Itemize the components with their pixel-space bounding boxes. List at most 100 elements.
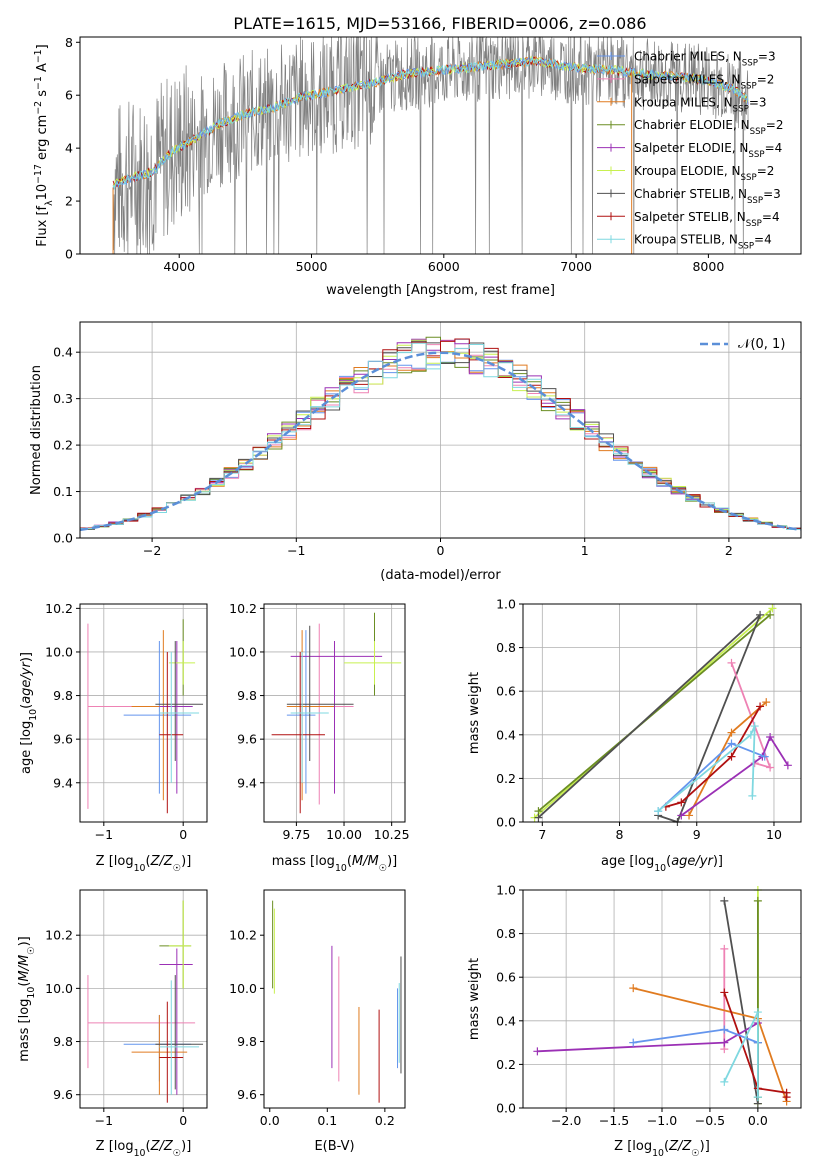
x-tick-label: 0 [437, 543, 445, 558]
weight-line [657, 742, 766, 812]
x-tick-label: −1.5 [599, 1113, 629, 1128]
weight-line [537, 614, 761, 824]
z-weight-panel: −2.0 −1.5 −1.0 −0.5 0.0 0.0 0.2 0.4 0.6 0.8 1.0 [496, 883, 802, 1128]
axes-frame [79, 889, 208, 1109]
weight-line [657, 725, 756, 812]
weight-marker [720, 988, 729, 997]
weight-marker [534, 813, 543, 822]
y-tick-label: 0.2 [496, 1057, 516, 1072]
x-tick-label: 9 [693, 827, 701, 842]
age-weight-xlabel: age [log10(age/yr)] [601, 854, 723, 874]
y-tick-label: 2 [65, 194, 73, 209]
y-tick-label: 0.3 [53, 391, 73, 406]
x-tick-label: 0 [179, 827, 187, 842]
z-mass-xlabel: Z [log10(Z/Z☉)] [96, 1139, 192, 1159]
residuals-xlabel: (data-model)/error [380, 568, 501, 583]
x-tick-label: 7 [538, 827, 546, 842]
mass-age-xlabel: mass [log10(M/M☉)] [272, 854, 398, 874]
y-tick-label: 1.0 [496, 597, 516, 612]
x-tick-label: −1 [287, 543, 305, 558]
z-mass-ylabel: mass [log10(M/M☉)] [17, 936, 37, 1062]
observed-spectrum [112, 37, 749, 254]
x-tick-label: −1 [95, 827, 113, 842]
gaussian-curve [79, 351, 802, 532]
x-tick-label: 7000 [560, 259, 592, 274]
y-tick-label: 9.8 [53, 1034, 73, 1049]
y-tick-label: 9.6 [53, 1087, 73, 1102]
legend-label: Chabrier MILES, NSSP=3 [634, 50, 776, 69]
y-tick-label: 9.6 [237, 732, 257, 747]
weight-marker [629, 1038, 638, 1047]
legend-label: Kroupa MILES, NSSP=3 [634, 95, 767, 114]
ebv-mass-xlabel: E(B-V) [314, 1139, 354, 1154]
y-tick-label: 10.2 [45, 928, 73, 943]
spectrum-legend: Chabrier MILES, NSSP=3 Salpeter MILES, NS… [597, 50, 783, 252]
x-tick-label: 6000 [428, 259, 460, 274]
axes-frame [79, 603, 208, 823]
weight-marker [753, 1093, 762, 1102]
y-tick-label: 10.0 [229, 981, 257, 996]
weight-marker [727, 739, 736, 748]
spectrum-xlabel: wavelength [Angstrom, rest frame] [326, 283, 555, 298]
x-tick-label: −2.0 [551, 1113, 581, 1128]
weight-marker [685, 811, 694, 820]
x-tick-label: 0.1 [317, 1113, 337, 1128]
weight-marker [760, 752, 769, 761]
x-tick-label: 10.25 [374, 827, 410, 842]
weight-marker [783, 761, 792, 770]
weight-marker [762, 698, 771, 707]
ebv-mass-panel: 0.0 0.1 0.2 9.6 9.8 10.0 10.2 [229, 889, 406, 1128]
x-tick-label: −1 [95, 1113, 113, 1128]
age-weight-ylabel: mass weight [467, 672, 482, 754]
weight-marker [753, 1008, 762, 1017]
residuals-ylabel: Normed distribution [29, 365, 44, 495]
x-tick-label: 10 [766, 827, 782, 842]
x-tick-label: 5000 [296, 259, 328, 274]
z-mass-panel: −1 0 9.6 9.8 10.0 10.2 [45, 889, 208, 1128]
weight-marker [629, 984, 638, 993]
x-tick-label: 0.0 [260, 1113, 280, 1128]
weight-marker [533, 1047, 542, 1056]
spectrum-panel: 4000 5000 6000 7000 8000 0 2 4 6 8 wavelength [Ang… [33, 35, 802, 298]
model-spectrum-kroupa-elodie [112, 55, 749, 187]
weight-marker [727, 658, 736, 667]
weight-marker [782, 1093, 791, 1102]
weight-line [688, 701, 767, 816]
y-tick-label: 0.4 [53, 345, 73, 360]
weight-line [665, 706, 761, 808]
weight-marker [727, 728, 736, 737]
y-tick-label: 0.2 [496, 771, 516, 786]
y-tick-label: 1.0 [496, 883, 516, 898]
z-age-xlabel: Z [log10(Z/Z☉)] [96, 854, 192, 874]
weight-marker [768, 604, 777, 613]
legend-gaussian-label: 𝒩(0, 1) [738, 337, 785, 352]
x-tick-label: 4000 [163, 259, 195, 274]
mass-age-panel: 9.75 10.00 10.25 9.4 9.6 9.8 10.0 10.2 [229, 601, 409, 842]
legend-label: Kroupa STELIB, NSSP=4 [634, 233, 772, 252]
x-tick-label: 0.0 [748, 1113, 768, 1128]
axes-frame [522, 603, 802, 823]
weight-marker [720, 1025, 729, 1034]
weight-marker [748, 791, 757, 800]
y-tick-label: 10.2 [229, 928, 257, 943]
y-tick-label: 0.8 [496, 926, 516, 941]
spectrum-ylabel: Flux [fλ10−17 erg cm−2 s−1 A−1] [33, 44, 55, 246]
y-tick-label: 0.6 [496, 970, 516, 985]
y-tick-label: 0.6 [496, 684, 516, 699]
y-tick-label: 10.0 [45, 644, 73, 659]
figure-title: PLATE=1615, MJD=53166, FIBERID=0006, z=0… [233, 14, 646, 33]
legend-label: Salpeter MILES, NSSP=2 [634, 72, 774, 91]
y-tick-label: 0.0 [53, 531, 73, 546]
z-age-panel: −1 0 9.4 9.6 9.8 10.0 10.2 [45, 601, 208, 842]
legend-label: Chabrier STELIB, NSSP=3 [634, 187, 781, 206]
weight-marker [750, 722, 759, 731]
y-tick-label: 6 [65, 88, 73, 103]
axes-frame [263, 603, 406, 823]
x-tick-label: 10.00 [326, 827, 362, 842]
x-tick-label: 8000 [692, 259, 724, 274]
axes-frame [263, 889, 406, 1109]
y-tick-label: 0.2 [53, 438, 73, 453]
legend-label: Chabrier ELODIE, NSSP=2 [634, 118, 783, 137]
y-tick-label: 0.4 [496, 1013, 516, 1028]
weight-line [723, 992, 788, 1098]
